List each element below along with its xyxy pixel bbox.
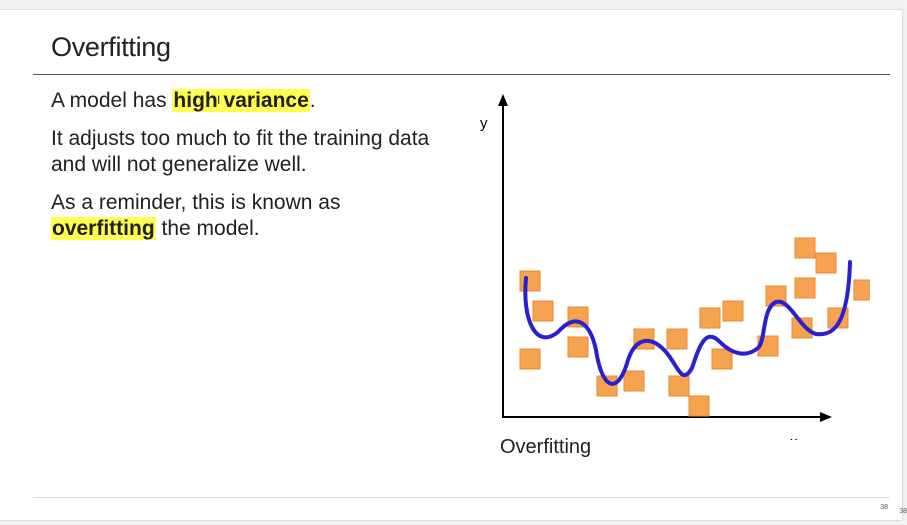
diagram-caption: Overfitting (500, 436, 592, 458)
slide: Overfitting A model has high variance. I… (0, 10, 902, 520)
data-point-square (853, 279, 870, 301)
data-point-square (688, 395, 710, 417)
slide-title: Overfitting (51, 32, 171, 62)
data-point-square (668, 375, 690, 397)
data-point-square (794, 277, 816, 299)
data-point-square (722, 300, 744, 322)
page-number-secondary: 38 (899, 508, 907, 515)
y-axis-arrow (498, 94, 508, 106)
data-point-square (596, 375, 618, 397)
paragraph-reminder: As a reminder, this is known as overfitt… (51, 190, 441, 242)
data-point-square (794, 237, 816, 259)
x-axis-label: x (790, 434, 798, 440)
paragraph-reminder-prefix: As a reminder, this is known as (51, 191, 341, 214)
data-point-square (815, 252, 837, 274)
data-point-square (519, 348, 541, 370)
data-point-square (567, 336, 589, 358)
data-point-square (791, 317, 813, 339)
overfitting-diagram: y x (480, 94, 870, 440)
page-number: 38 (880, 504, 888, 511)
paragraph-variance-suffix: . (309, 89, 316, 112)
data-point-square (666, 328, 688, 350)
data-point-square (532, 300, 554, 322)
highlight-high-variance: high variance (172, 89, 310, 112)
paragraph-variance-prefix: A model has (51, 89, 173, 112)
overfit-curve (523, 260, 852, 386)
data-point-square (699, 307, 721, 329)
paragraph-generalize: It adjusts too much to fit the training … (51, 127, 430, 176)
footer-divider (33, 497, 890, 498)
slide-body: A model has high variance. It adjusts to… (51, 88, 441, 254)
data-point-square (519, 270, 541, 292)
data-point-square (711, 348, 733, 370)
title-divider (33, 74, 890, 75)
paragraph-variance: A model has high variance. (51, 88, 441, 114)
paragraph-reminder-suffix: the model. (155, 217, 260, 240)
highlight-overfitting: overfitting (51, 217, 156, 240)
text-cursor-icon: I (217, 93, 221, 107)
data-point-square (623, 370, 645, 392)
y-axis-label: y (480, 115, 488, 132)
x-axis-arrow (820, 412, 832, 422)
data-points (519, 237, 870, 417)
